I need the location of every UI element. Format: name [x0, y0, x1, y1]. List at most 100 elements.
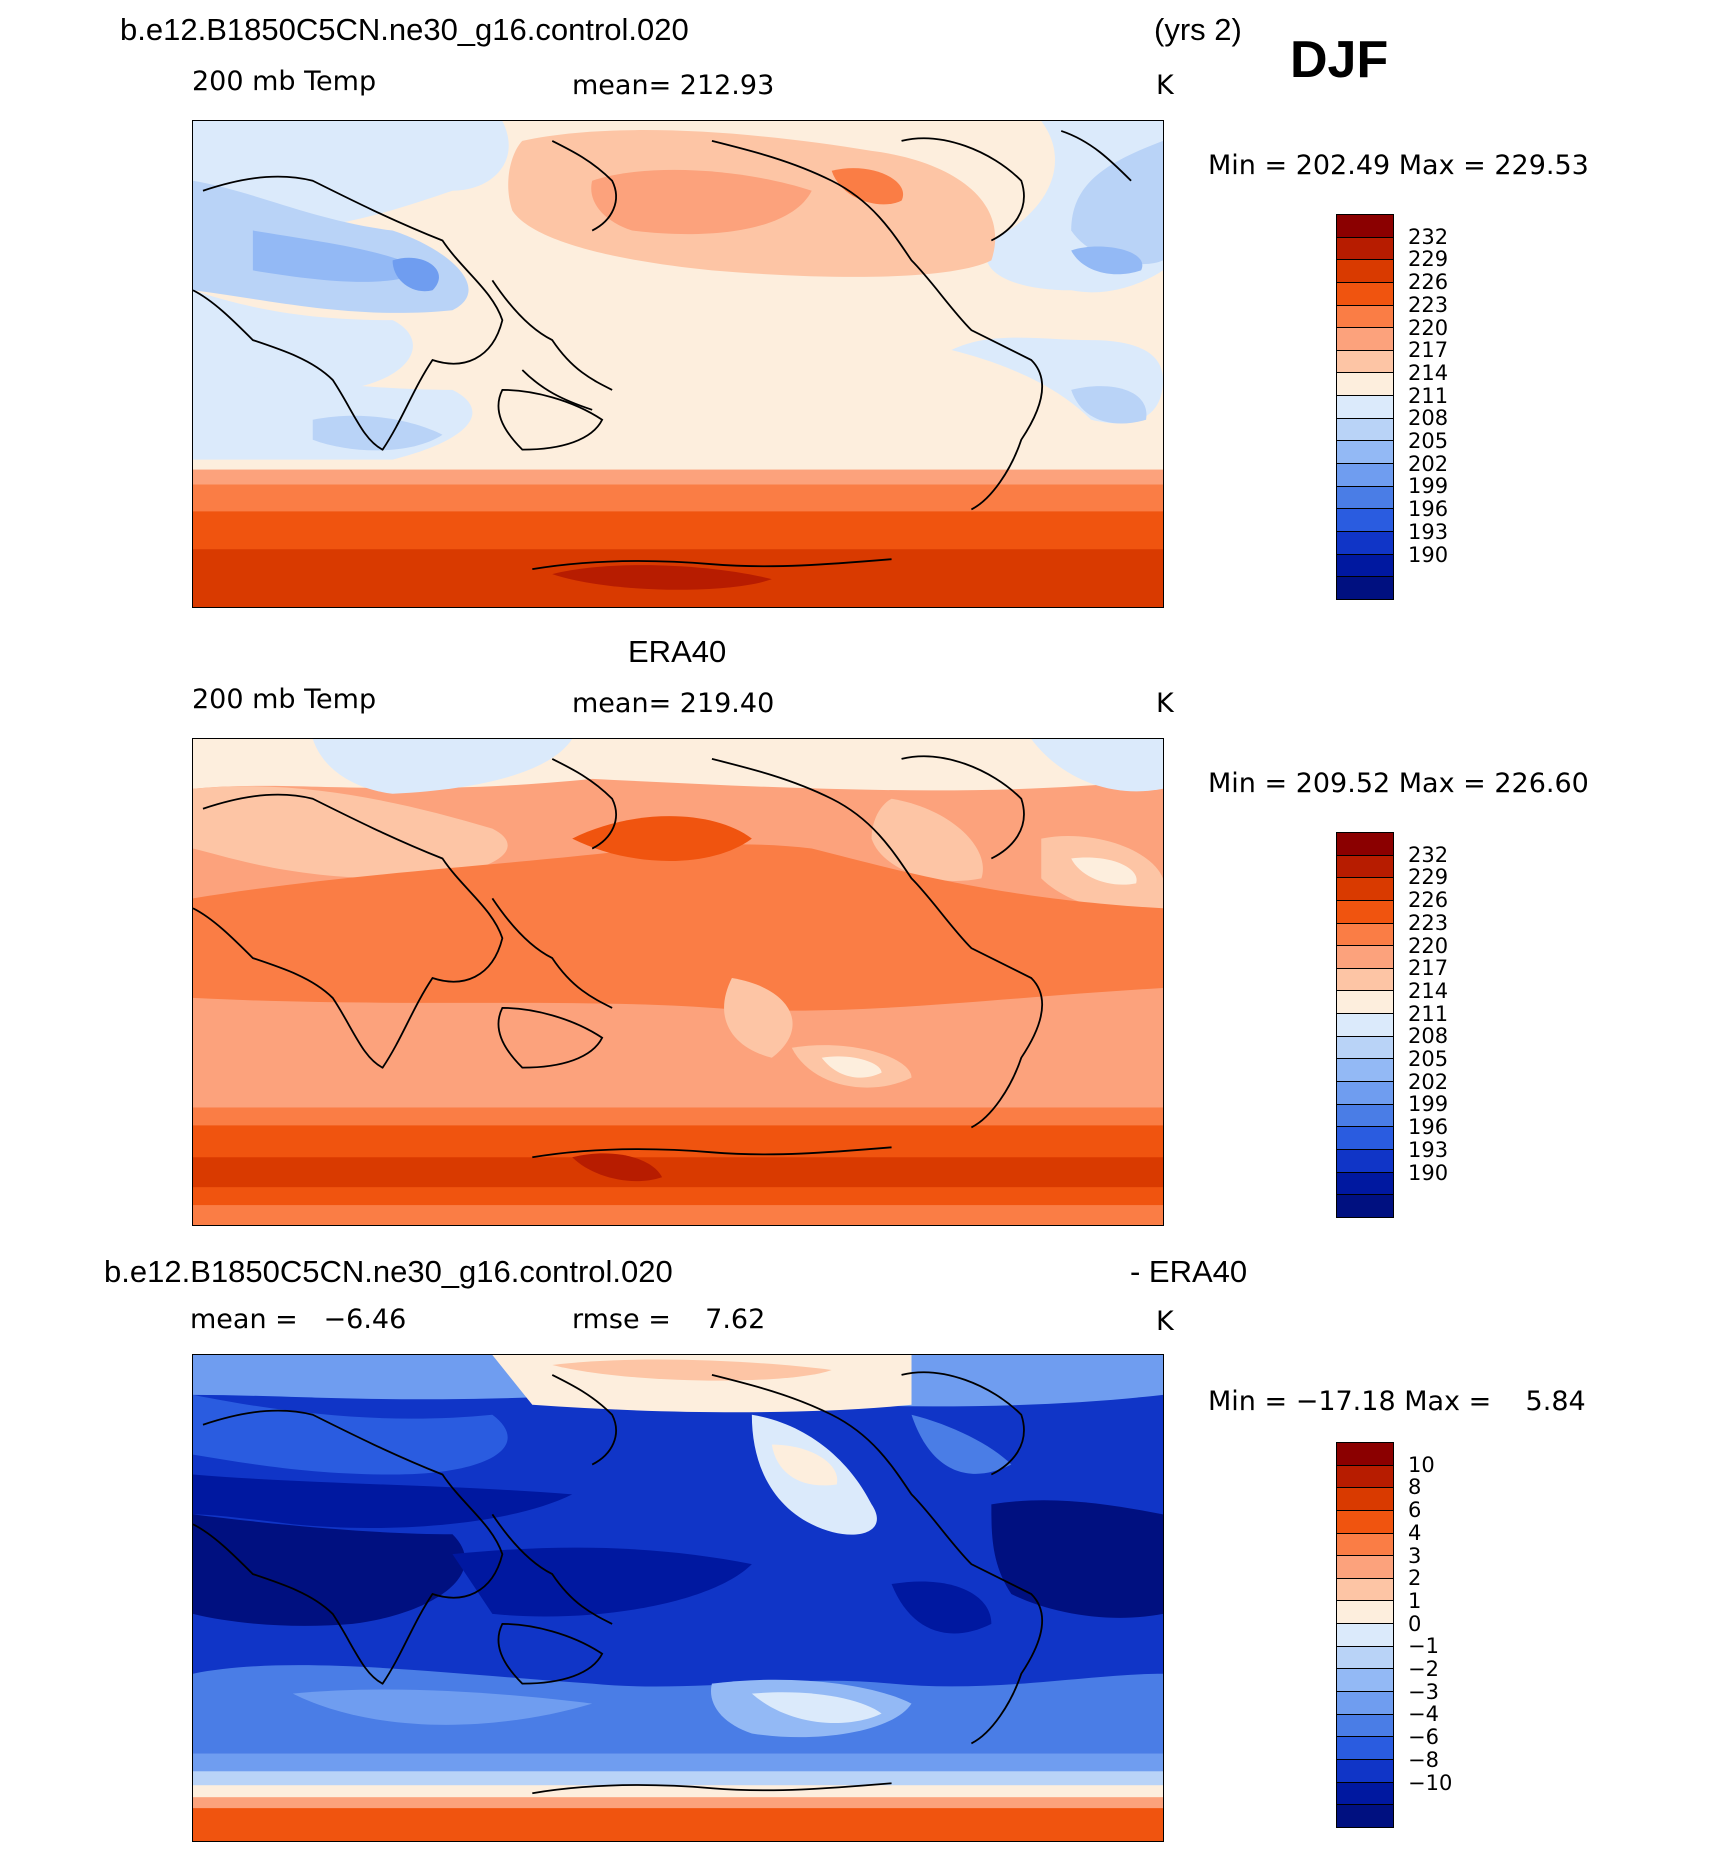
colorbar-swatch — [1337, 1104, 1393, 1128]
panel1-title-right: (yrs 2) — [1154, 12, 1242, 47]
panel2-colorbar-ticks: 232 229 226 223 220 217 214 211 208 205 202 199 196 1… — [1408, 832, 1488, 1218]
colorbar-swatch — [1337, 946, 1393, 969]
colorbar-tick-label: 3 — [1408, 1543, 1422, 1568]
colorbar-tick-label: 211 — [1408, 1001, 1449, 1026]
colorbar-tick-label: 199 — [1408, 1092, 1449, 1117]
colorbar-tick-label: 229 — [1408, 865, 1449, 890]
colorbar-swatch — [1337, 328, 1393, 351]
colorbar-swatch — [1337, 1692, 1393, 1715]
colorbar-tick-label: 205 — [1408, 1047, 1449, 1072]
panel3-colorbar-ticks: 10 8 6 4 3 2 1 0 −1 −2 −3 −4 −6 −8 −10 — [1408, 1442, 1488, 1828]
panel3-mean-label: mean = −6.46 — [190, 1304, 407, 1335]
colorbar-swatch — [1337, 1556, 1393, 1579]
colorbar-swatch — [1337, 260, 1393, 283]
colorbar-swatch — [1337, 1059, 1393, 1083]
colorbar-swatch — [1337, 1036, 1393, 1060]
colorbar-swatch — [1337, 1646, 1393, 1670]
colorbar-tick-label: 190 — [1408, 542, 1449, 567]
colorbar-swatch — [1337, 1533, 1393, 1557]
colorbar-swatch — [1337, 1082, 1393, 1105]
colorbar-swatch — [1337, 1127, 1393, 1150]
panel3-title: b.e12.B1850C5CN.ne30_g16.control.020 — [104, 1254, 673, 1289]
colorbar-swatch — [1337, 509, 1393, 532]
colorbar-swatch — [1337, 1669, 1393, 1693]
colorbar-swatch — [1337, 991, 1393, 1015]
colorbar-tick-label: −10 — [1408, 1770, 1453, 1795]
colorbar-swatch — [1337, 855, 1393, 879]
colorbar-tick-label: −6 — [1408, 1725, 1439, 1750]
panel1-title: b.e12.B1850C5CN.ne30_g16.control.020 — [120, 12, 689, 47]
panel2-mean-label: mean= 219.40 — [572, 688, 775, 719]
colorbar-tick-label: 202 — [1408, 1069, 1449, 1094]
colorbar-tick-label: 4 — [1408, 1520, 1422, 1545]
colorbar-swatch — [1337, 350, 1393, 374]
panel1-variable-label: 200 mb Temp — [192, 66, 377, 97]
panel1-map — [192, 120, 1164, 608]
colorbar-tick-label: −4 — [1408, 1702, 1439, 1727]
colorbar-tick-label: −8 — [1408, 1747, 1439, 1772]
panel2-map — [192, 738, 1164, 1226]
panel3-map — [192, 1354, 1164, 1842]
colorbar-swatch — [1337, 968, 1393, 992]
colorbar-swatch — [1337, 1714, 1393, 1738]
colorbar-swatch — [1337, 1510, 1393, 1534]
colorbar-swatch — [1337, 396, 1393, 419]
colorbar-swatch — [1337, 1443, 1393, 1466]
colorbar-tick-label: 217 — [1408, 956, 1449, 981]
colorbar-tick-label: 226 — [1408, 270, 1449, 295]
colorbar-tick-label: 229 — [1408, 247, 1449, 272]
colorbar-tick-label: 214 — [1408, 360, 1449, 385]
colorbar-tick-label: 193 — [1408, 1137, 1449, 1162]
colorbar-swatch — [1337, 1014, 1393, 1037]
colorbar-tick-label: 214 — [1408, 978, 1449, 1003]
colorbar-tick-label: −2 — [1408, 1657, 1439, 1682]
colorbar-swatch — [1337, 554, 1393, 578]
colorbar-swatch — [1337, 900, 1393, 924]
panel1-colorbar-ticks: 232 229 226 223 220 217 214 211 208 205 202 199 196 1… — [1408, 214, 1488, 600]
colorbar-swatch — [1337, 282, 1393, 306]
colorbar-swatch — [1337, 531, 1393, 555]
panel3-title-right: - ERA40 — [1130, 1254, 1248, 1289]
colorbar-tick-label: 232 — [1408, 224, 1449, 249]
panel3-rmse-label: rmse = 7.62 — [572, 1304, 766, 1335]
colorbar-swatch — [1337, 1737, 1393, 1760]
panel2-units-label: K — [1156, 688, 1174, 719]
colorbar-tick-label: 208 — [1408, 1024, 1449, 1049]
panel2-colorbar — [1336, 832, 1394, 1218]
panel2-minmax: Min = 209.52 Max = 226.60 — [1208, 768, 1589, 799]
colorbar-tick-label: 220 — [1408, 933, 1449, 958]
colorbar-swatch — [1337, 1759, 1393, 1783]
colorbar-tick-label: 196 — [1408, 497, 1449, 522]
colorbar-swatch — [1337, 923, 1393, 947]
colorbar-tick-label: 223 — [1408, 910, 1449, 935]
colorbar-swatch — [1337, 1172, 1393, 1196]
colorbar-swatch — [1337, 1624, 1393, 1647]
colorbar-swatch — [1337, 464, 1393, 487]
season-label: DJF — [1290, 31, 1389, 89]
colorbar-swatch — [1337, 1195, 1393, 1217]
colorbar-swatch — [1337, 833, 1393, 856]
panel1-mean-label: mean= 212.93 — [572, 70, 775, 101]
colorbar-tick-label: 220 — [1408, 315, 1449, 340]
colorbar-tick-label: 10 — [1408, 1452, 1435, 1477]
colorbar-tick-label: 196 — [1408, 1115, 1449, 1140]
colorbar-tick-label: −1 — [1408, 1634, 1439, 1659]
colorbar-tick-label: 226 — [1408, 888, 1449, 913]
panel3-minmax: Min = −17.18 Max = 5.84 — [1208, 1386, 1586, 1417]
colorbar-tick-label: 199 — [1408, 474, 1449, 499]
colorbar-swatch — [1337, 1578, 1393, 1602]
colorbar-tick-label: 208 — [1408, 406, 1449, 431]
colorbar-tick-label: 0 — [1408, 1611, 1422, 1636]
colorbar-swatch — [1337, 1488, 1393, 1511]
panel1-units-label: K — [1156, 70, 1174, 101]
colorbar-swatch — [1337, 577, 1393, 599]
colorbar-tick-label: 211 — [1408, 383, 1449, 408]
panel1-minmax: Min = 202.49 Max = 229.53 — [1208, 150, 1589, 181]
colorbar-swatch — [1337, 878, 1393, 901]
colorbar-tick-label: 1 — [1408, 1588, 1422, 1613]
colorbar-swatch — [1337, 237, 1393, 261]
panel3-units-label: K — [1156, 1306, 1174, 1337]
colorbar-swatch — [1337, 1601, 1393, 1625]
colorbar-tick-label: 8 — [1408, 1475, 1422, 1500]
colorbar-swatch — [1337, 418, 1393, 442]
